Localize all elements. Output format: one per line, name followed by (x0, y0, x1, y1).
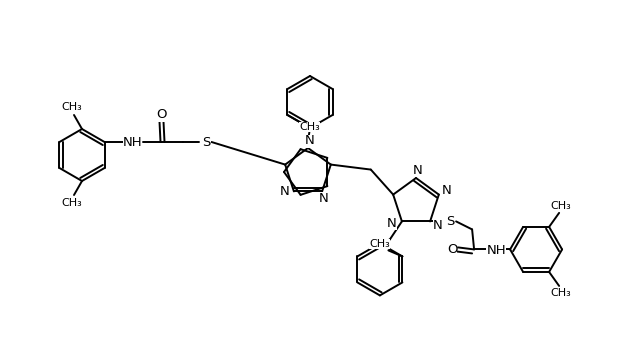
Text: CH₃: CH₃ (369, 239, 390, 250)
Text: N: N (433, 219, 443, 232)
Text: CH₃: CH₃ (551, 201, 572, 211)
Text: N: N (319, 192, 329, 205)
Text: NH: NH (123, 136, 142, 149)
Text: O: O (156, 108, 167, 121)
Text: CH₃: CH₃ (551, 288, 572, 298)
Text: N: N (413, 163, 423, 176)
Text: N: N (442, 184, 452, 197)
Text: S: S (202, 135, 211, 148)
Text: NH: NH (486, 244, 506, 257)
Text: CH₃: CH₃ (299, 122, 320, 132)
Text: CH₃: CH₃ (61, 102, 83, 112)
Text: N: N (387, 217, 397, 230)
Text: CH₃: CH₃ (61, 198, 83, 208)
Text: S: S (446, 215, 454, 228)
Text: N: N (280, 185, 290, 198)
Text: O: O (447, 243, 458, 256)
Text: N: N (305, 134, 315, 147)
